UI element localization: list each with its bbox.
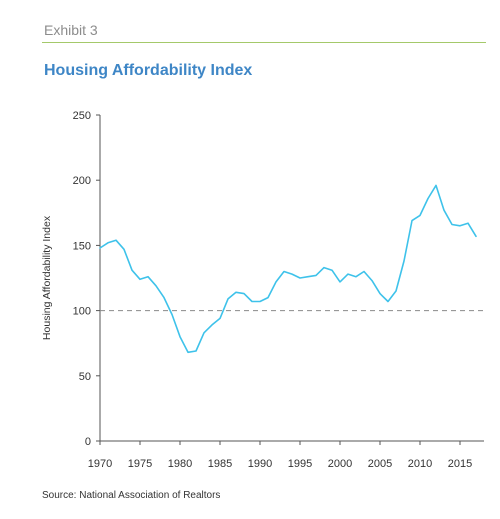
chart-axes <box>100 115 484 441</box>
x-tick-label: 1980 <box>168 458 192 470</box>
x-tick-label: 1990 <box>248 458 272 470</box>
x-tick-label: 1995 <box>288 458 312 470</box>
x-tick-label: 1970 <box>88 458 112 470</box>
y-axis-label: Housing Affordability Index <box>41 215 53 340</box>
y-tick-label: 50 <box>79 371 91 383</box>
x-tick-label: 2015 <box>448 458 472 470</box>
source-note: Source: National Association of Realtors <box>42 490 220 501</box>
y-tick-label: 250 <box>73 110 91 122</box>
series-line-affordability-index <box>100 185 476 352</box>
x-tick-label: 1975 <box>128 458 152 470</box>
y-tick-label: 200 <box>73 175 91 187</box>
x-tick-label: 2005 <box>368 458 392 470</box>
x-tick-label: 2010 <box>408 458 432 470</box>
y-tick-label: 150 <box>73 240 91 252</box>
y-tick-label: 100 <box>73 306 91 318</box>
y-tick-label: 0 <box>85 436 91 448</box>
chart-series <box>100 185 484 352</box>
x-tick-label: 1985 <box>208 458 232 470</box>
x-tick-label: 2000 <box>328 458 352 470</box>
